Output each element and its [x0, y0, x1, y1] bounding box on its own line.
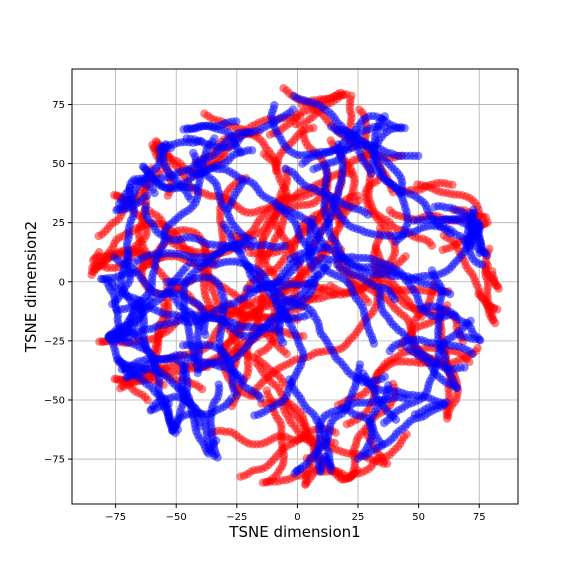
scatter-point: [236, 473, 244, 481]
scatter-point: [290, 92, 298, 100]
scatter-point: [150, 189, 158, 197]
scatter-point: [386, 206, 394, 214]
scatter-point: [219, 221, 227, 229]
scatter-point: [310, 279, 318, 287]
scatter-point: [381, 373, 389, 381]
scatter-point: [354, 197, 362, 205]
scatter-point: [281, 242, 289, 250]
scatter-point: [289, 105, 297, 113]
scatter-point: [309, 124, 317, 132]
scatter-point: [446, 290, 454, 298]
scatter-point: [281, 165, 289, 173]
scatter-point: [370, 339, 378, 347]
scatter-point: [215, 380, 223, 388]
scatter-point: [372, 244, 380, 252]
scatter-point: [198, 385, 206, 393]
scatter-point: [201, 331, 209, 339]
scatter-point: [468, 350, 476, 358]
scatter-point: [227, 394, 235, 402]
scatter-point: [126, 196, 134, 204]
scatter-point: [285, 375, 293, 383]
scatter-point: [298, 160, 306, 168]
scatter-point: [189, 149, 197, 157]
scatter-point: [142, 202, 150, 210]
scatter-point: [474, 290, 482, 298]
scatter-point: [210, 134, 218, 142]
scatter-point: [260, 150, 268, 158]
scatter-point: [165, 400, 173, 408]
scatter-point: [200, 110, 208, 118]
scatter-point: [95, 232, 103, 240]
scatter-point: [337, 89, 345, 97]
scatter-point: [252, 359, 260, 367]
scatter-point: [402, 252, 410, 260]
scatter-point: [192, 184, 200, 192]
scatter-point: [243, 285, 251, 293]
scatter-point: [297, 465, 305, 473]
scatter-point: [451, 312, 459, 320]
scatter-point: [488, 267, 496, 275]
scatter-point: [428, 242, 436, 250]
scatter-point: [309, 165, 317, 173]
scatter-point: [380, 419, 388, 427]
scatter-point: [428, 266, 436, 274]
scatter-point: [167, 144, 175, 152]
scatter-point: [256, 394, 264, 402]
scatter-point: [282, 310, 290, 318]
scatter-point: [304, 470, 312, 478]
scatter-point: [275, 325, 283, 333]
scatter-point: [478, 261, 486, 269]
scatter-point: [439, 246, 447, 254]
